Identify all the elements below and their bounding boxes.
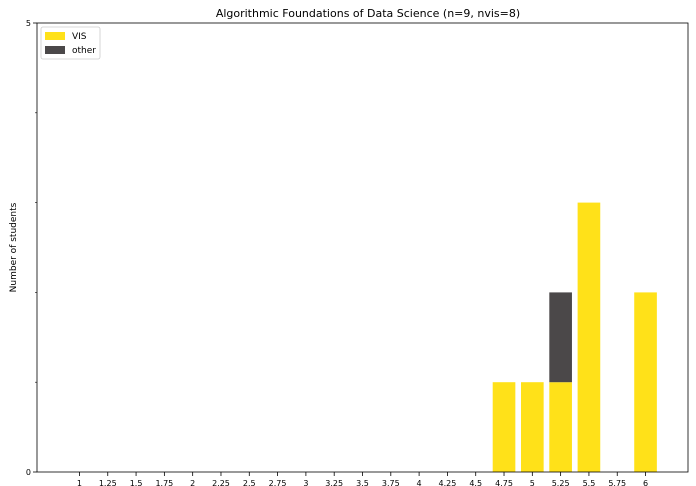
axes-layer: 0 5 1 1.25 1.5 1.75 2 2.25 2.5 2.75 3 3.25 3.5 3.75 4 4… (26, 19, 689, 486)
x-tick-label: 6 (643, 479, 648, 486)
bar-vis-5 (521, 382, 544, 472)
bar-vis-5_25 (549, 382, 572, 472)
y-tick-label: 5 (26, 19, 31, 28)
x-tick-label: 1.75 (155, 479, 173, 486)
x-tick-label: 3.75 (382, 479, 400, 486)
x-tick-label: 4 (417, 479, 422, 486)
bars-layer (492, 202, 657, 472)
legend-label-vis: VIS (72, 32, 87, 42)
legend: VIS other (40, 26, 101, 60)
x-tick-label: 5.25 (552, 479, 570, 486)
legend-swatch-other (45, 46, 65, 54)
bar-vis-5_5 (577, 202, 601, 472)
x-tick-label: 3 (303, 479, 308, 486)
legend-label-other: other (72, 46, 96, 56)
x-tick-label: 1.5 (130, 479, 143, 486)
x-tick-label: 4.75 (495, 479, 513, 486)
x-tick-label: 5.75 (608, 479, 626, 486)
bar-vis-6 (634, 292, 657, 472)
x-tick-label: 2.75 (269, 479, 287, 486)
x-tick-label: 4.5 (469, 479, 482, 486)
x-tick-label: 3.5 (356, 479, 369, 486)
x-tick-label: 3.25 (325, 479, 343, 486)
y-tick-label: 0 (26, 468, 31, 477)
bar-other-5_25 (549, 292, 572, 383)
bar-vis-4_75 (492, 382, 516, 472)
x-tick-label: 1 (77, 479, 82, 486)
legend-swatch-vis (45, 32, 65, 40)
chart-title: Algorithmic Foundations of Data Science … (216, 7, 520, 20)
x-tick-label: 5 (530, 479, 535, 486)
y-axis-label: Number of students (9, 202, 19, 292)
x-tick-label: 4.25 (439, 479, 457, 486)
x-tick-label: 2.25 (212, 479, 230, 486)
x-tick-label: 2 (190, 479, 195, 486)
x-tick-label: 2.5 (243, 479, 256, 486)
x-tick-label: 5.5 (583, 479, 596, 486)
x-tick-label: 1.25 (99, 479, 117, 486)
